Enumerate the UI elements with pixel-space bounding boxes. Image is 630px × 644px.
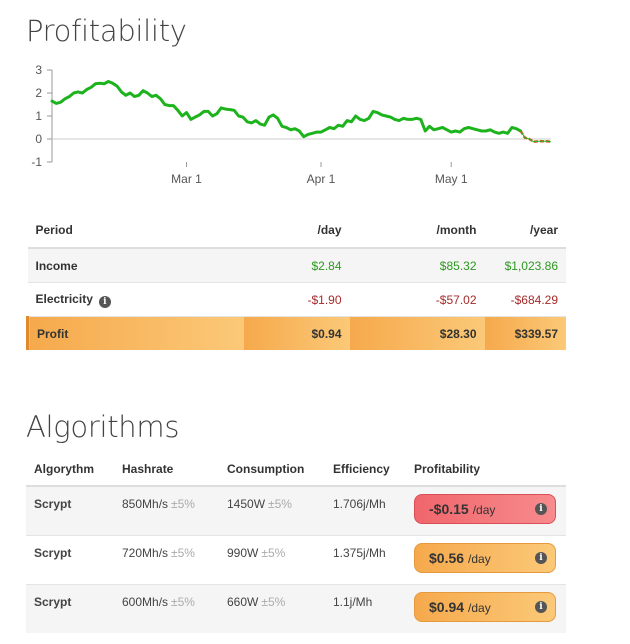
electricity-month: -$57.02 [349,282,485,317]
algorithm-row: Scrypt 600Mh/s ±5% 660W ±5% 1.1j/Mh $0.94/… [26,583,566,633]
income-row: Income $2.84 $85.32 $1,023.86 [27,247,566,283]
consumption-tolerance: ±5% [261,545,286,560]
profitability-table: Period /day /month /year Income $2.84 $8… [26,213,566,350]
hashrate-tolerance: ±5% [171,594,195,609]
algorithm-row: Scrypt 720Mh/s ±5% 990W ±5% 1.375j/Mh $0.5… [26,534,566,584]
hashrate-cell: 850Mh/s ±5% [114,485,219,535]
x-tick-label: Mar 1 [171,172,202,186]
info-icon[interactable]: i [535,600,547,613]
consumption-cell: 660W ±5% [219,583,325,633]
income-day: $2.84 [243,247,350,283]
algorithm-name: Scrypt [26,485,114,535]
profit-unit: /day [468,551,491,566]
x-tick-label: May 1 [435,172,468,186]
info-icon[interactable]: i [535,551,547,564]
header-algorithm: Algorythm [26,453,114,487]
hashrate-value: 850Mh/s [122,497,169,511]
profitability-chart: 3 2 1 0 -1 Mar 1 Apr 1 May 1 [31,63,552,186]
header-day: /day [243,213,350,249]
hashrate-cell: 600Mh/s ±5% [114,583,219,633]
series-line [50,80,523,139]
electricity-cell: Electricity i [27,282,244,317]
profitability-title: Profitability [26,14,187,48]
electricity-row: Electricity i -$1.90 -$57.02 -$684.29 [27,282,566,317]
electricity-label: Electricity [35,291,93,306]
hashrate-value: 720Mh/s [122,545,169,560]
efficiency-value: 1.1j/Mh [325,583,406,633]
y-tick-label: 2 [35,86,42,100]
header-profitability: Profitability [406,453,566,487]
x-tick-label: Apr 1 [307,172,336,186]
electricity-day: -$1.90 [243,282,350,317]
hashrate-value: 600Mh/s [122,594,169,609]
profit-value: $0.94 [429,598,465,615]
algorithms-title: Algorithms [26,410,180,444]
profit-row: Profit $0.94 $28.30 $339.57 [26,316,566,350]
y-tick-label: 0 [35,132,42,146]
profitability-badge[interactable]: -$0.15/day i [414,494,556,524]
profitability-cell: $0.94/day i [406,583,566,633]
header-efficiency: Efficiency [325,453,406,487]
algorithm-row: Scrypt 850Mh/s ±5% 1450W ±5% 1.706j/Mh -$0… [26,485,566,535]
profit-label: Profit [26,316,244,350]
table-header-row: Period /day /month /year [27,213,566,249]
hashrate-tolerance: ±5% [171,545,195,560]
y-tick-label: 3 [35,63,42,77]
income-year: $1,023.86 [484,247,566,283]
profitability-badge[interactable]: $0.94/day i [414,591,556,622]
profit-text: -$0.15/day [429,501,495,517]
profitability-badge[interactable]: $0.56/day i [414,542,556,573]
hashrate-cell: 720Mh/s ±5% [114,534,219,584]
profit-unit: /day [472,503,496,517]
consumption-cell: 1450W ±5% [219,485,325,535]
consumption-value: 990W [227,545,259,560]
info-icon[interactable]: i [535,503,547,515]
header-year: /year [484,213,566,249]
table-header-row: Algorythm Hashrate Consumption Efficienc… [26,453,566,487]
y-tick-label: -1 [31,155,42,169]
y-axis: 3 2 1 0 -1 [31,63,53,169]
profit-month: $28.30 [349,316,485,350]
profit-text: $0.56/day [429,550,491,566]
profit-value: $0.56 [429,549,465,566]
income-label: Income [27,247,244,283]
efficiency-value: 1.706j/Mh [325,485,406,535]
algorithm-name: Scrypt [26,534,114,584]
consumption-tolerance: ±5% [261,594,286,609]
y-tick-label: 1 [35,109,42,123]
profit-value: -$0.15 [429,501,469,517]
header-consumption: Consumption [219,453,325,487]
latest-segment-line [519,130,552,144]
header-month: /month [349,213,485,249]
plot-area [50,80,552,144]
profitability-cell: $0.56/day i [406,534,566,584]
profit-day: $0.94 [243,316,350,350]
efficiency-value: 1.375j/Mh [325,534,406,584]
x-axis: Mar 1 Apr 1 May 1 [171,162,468,186]
consumption-value: 660W [227,594,259,609]
hashrate-tolerance: ±5% [171,497,195,511]
header-period: Period [27,213,244,249]
profit-text: $0.94/day [429,599,491,615]
electricity-year: -$684.29 [484,282,566,317]
algorithm-name: Scrypt [26,583,114,633]
header-hashrate: Hashrate [114,453,219,487]
profit-year: $339.57 [484,316,566,350]
income-month: $85.32 [349,247,485,283]
info-icon[interactable]: i [98,295,111,308]
profitability-cell: -$0.15/day i [406,485,566,535]
consumption-cell: 990W ±5% [219,534,325,584]
consumption-tolerance: ±5% [268,497,292,511]
latest-segment-overlay [520,130,552,143]
consumption-value: 1450W [227,497,266,511]
profit-unit: /day [468,600,491,615]
algorithms-table: Algorythm Hashrate Consumption Efficienc… [26,453,566,633]
